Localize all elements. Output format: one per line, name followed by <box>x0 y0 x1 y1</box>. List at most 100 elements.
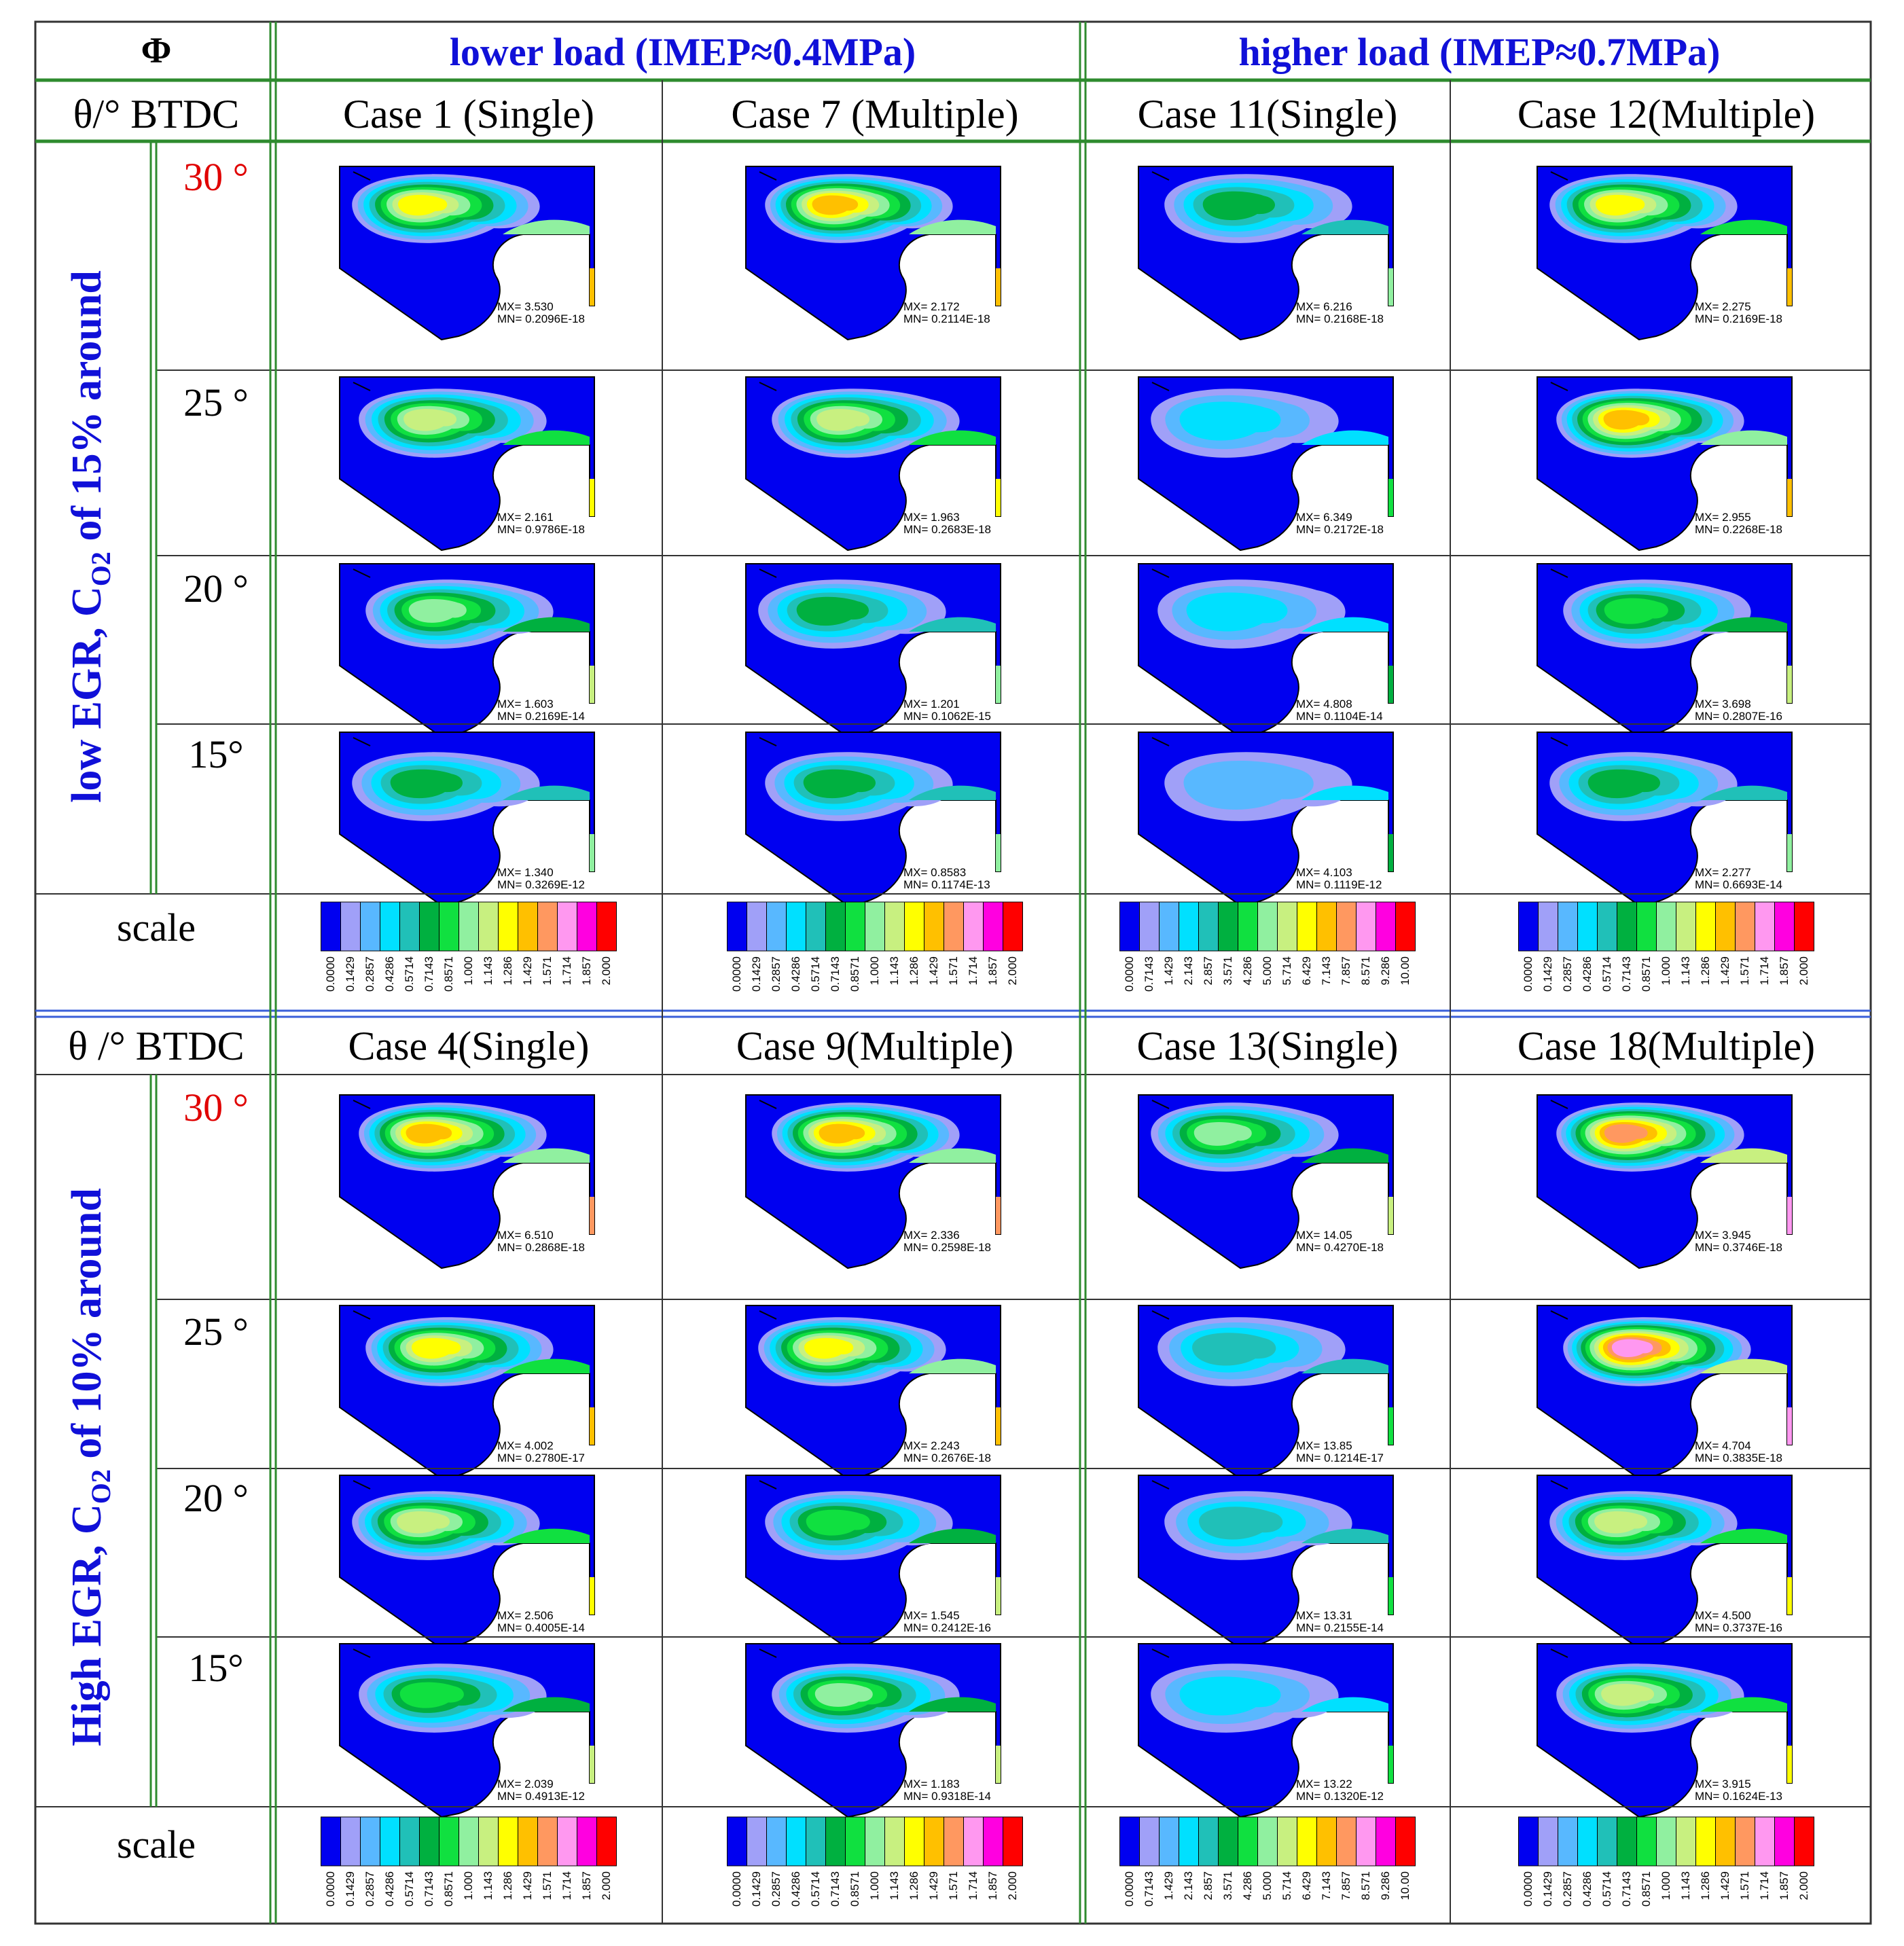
scale-swatch <box>747 901 767 952</box>
wall-strip <box>996 666 1001 703</box>
scale-swatch <box>1794 1816 1814 1867</box>
mn-value: MN= 0.4270E-18 <box>1296 1241 1384 1254</box>
mn-value: MN= 0.2676E-18 <box>903 1452 991 1464</box>
row-label-sub: O2 <box>86 552 116 586</box>
row-label-prefix: High EGR, C <box>64 1504 110 1746</box>
scale-swatch <box>419 901 439 952</box>
scale-tick-label: 0.1429 <box>344 1871 357 1907</box>
scale-tick-label: 2.143 <box>1182 1871 1195 1900</box>
table-grid <box>34 20 1872 1925</box>
scale-swatch <box>577 1816 597 1867</box>
scale-swatch <box>577 901 597 952</box>
wall-strip <box>590 479 594 516</box>
case-header: Case 7 (Multiple) <box>731 92 1018 137</box>
scale-tick-label: 10.00 <box>1399 1871 1412 1900</box>
section-1-headers: θ/° BTDC Case 1 (Single) Case 7 (Multipl… <box>73 92 1815 137</box>
section-1-angles: 30 ° 25 ° 20 ° 15° <box>183 155 249 776</box>
scale-tick-label: 1.143 <box>482 956 495 986</box>
scale-swatch <box>1735 901 1755 952</box>
wall-strip <box>590 1407 594 1445</box>
scale-tick-label: 1.714 <box>967 1871 980 1900</box>
scale-tick-label: 0.5714 <box>809 956 822 992</box>
scale-tick-label: 1.714 <box>967 956 980 986</box>
scale-swatch <box>1774 901 1795 952</box>
scale-tick-label: 2.857 <box>1202 1871 1215 1900</box>
colour-scale: 0.0000 0.7143 1.429 2.143 2.857 3.571 4.286 5.0… <box>1119 1816 1416 1907</box>
scale-tick-label: 1.143 <box>888 956 901 986</box>
squish-band <box>503 430 590 445</box>
scale-swatch <box>1538 901 1558 952</box>
mn-value: MN= 0.2807E-16 <box>1695 710 1782 723</box>
scale-tick-label: 1.571 <box>947 956 960 986</box>
scale-swatch <box>340 901 361 952</box>
scale-swatch <box>1139 901 1160 952</box>
scale-swatch <box>419 1816 439 1867</box>
contour-level <box>1611 1339 1653 1358</box>
scale-swatch <box>1794 901 1814 952</box>
scale-tick-label: 0.8571 <box>1640 1871 1653 1907</box>
mn-value: MN= 0.2598E-18 <box>903 1241 991 1254</box>
scale-swatch <box>537 1816 558 1867</box>
scale-swatch <box>944 901 964 952</box>
scale-tick-label: 1.143 <box>482 1871 495 1900</box>
wall-strip <box>590 834 594 871</box>
contour-level <box>1604 598 1668 624</box>
scale-swatch <box>321 1816 341 1867</box>
wall-strip <box>1787 268 1792 306</box>
scale-tick-label: 8.571 <box>1359 1871 1372 1900</box>
scale-swatch <box>1277 1816 1297 1867</box>
mx-value: MX= 1.545 <box>903 1609 960 1622</box>
scale-tick-label: 0.4286 <box>789 956 802 992</box>
scale-swatch <box>478 1816 499 1867</box>
mx-value: MX= 1.963 <box>903 511 960 524</box>
scale-swatch <box>459 1816 479 1867</box>
contour-level <box>1193 1121 1252 1146</box>
scale-tick-label: 1.857 <box>1778 1871 1791 1900</box>
mn-value: MN= 0.1320E-12 <box>1296 1790 1384 1803</box>
contour-level <box>804 1337 854 1359</box>
injector-mark <box>1550 382 1568 391</box>
wall-strip <box>1388 834 1393 871</box>
scale-tick-label: 3.571 <box>1221 1871 1234 1900</box>
mx-value: MX= 3.530 <box>497 300 554 313</box>
scale-tick-label: 0.0000 <box>1123 1871 1136 1907</box>
colour-scale: 0.0000 0.1429 0.2857 0.4286 0.5714 0.7143 0.85… <box>1518 901 1814 992</box>
mn-value: MN= 0.6693E-14 <box>1695 878 1782 891</box>
mn-value: MN= 0.1104E-14 <box>1296 710 1383 723</box>
scale-tick-label: 1.714 <box>1758 1871 1771 1900</box>
scale-swatch <box>766 1816 787 1867</box>
injector-mark <box>1550 737 1568 746</box>
squish-band <box>909 1528 996 1543</box>
scale-swatch <box>1735 1816 1755 1867</box>
squish-band <box>1700 1528 1787 1543</box>
injector-mark <box>1550 1310 1568 1320</box>
angle-label: 25 ° <box>183 380 249 425</box>
colour-scale: 0.0000 0.7143 1.429 2.143 2.857 3.571 4.286 5.0… <box>1119 901 1416 992</box>
wall-strip <box>1388 1746 1393 1783</box>
scale-tick-label: 3.571 <box>1221 956 1234 986</box>
scale-swatch <box>1376 1816 1396 1867</box>
scale-tick-label: 1.000 <box>462 1871 475 1900</box>
mx-value: MX= 6.216 <box>1296 300 1352 313</box>
mx-value: MX= 3.698 <box>1695 698 1751 710</box>
scale-swatch <box>498 901 518 952</box>
scale-swatch <box>1597 1816 1617 1867</box>
section-2-row-label: High EGR, CO2 of 10% around <box>64 1188 116 1746</box>
mx-value: MX= 0.8583 <box>903 866 966 879</box>
scale-tick-label: 10.00 <box>1399 956 1412 986</box>
scale-swatch <box>380 901 400 952</box>
scale-tick-label: 9.286 <box>1379 1871 1392 1900</box>
row-label-sub: O2 <box>86 1469 116 1504</box>
scale-tick-label: 0.8571 <box>1640 956 1653 992</box>
lower-load-header: lower load (IMEP≈0.4MPa) <box>450 30 916 74</box>
wall-strip <box>996 1577 1001 1615</box>
mx-value: MX= 4.103 <box>1296 866 1352 879</box>
scale-tick-label: 4.286 <box>1241 956 1254 986</box>
scale-tick-label: 0.5714 <box>1600 956 1613 992</box>
scale-tick-label: 0.4286 <box>1581 1871 1594 1907</box>
angle-label: 15° <box>188 732 243 776</box>
